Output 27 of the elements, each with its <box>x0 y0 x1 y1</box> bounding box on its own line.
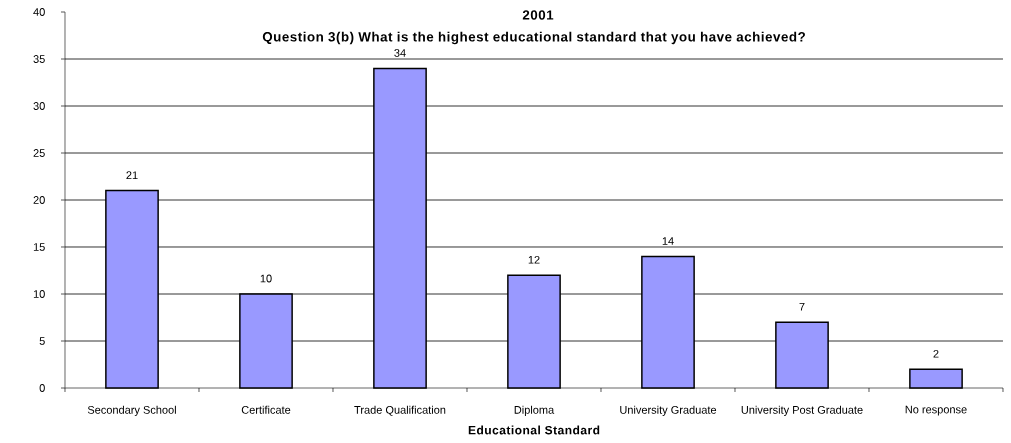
y-tick-label: 25 <box>33 149 45 157</box>
data-label: 10 <box>260 274 272 283</box>
y-tick-label: 15 <box>33 243 45 251</box>
x-tick-label: No response <box>905 405 967 416</box>
y-tick-label: 20 <box>33 196 45 204</box>
x-axis-title: Educational Standard <box>468 425 600 435</box>
y-tick-label: 30 <box>33 102 45 110</box>
x-tick-label: Diploma <box>514 405 555 416</box>
y-tick-label: 5 <box>39 337 45 345</box>
x-tick-label: Secondary School <box>87 405 176 416</box>
text: Question 3(b) What is the highest educational standard that you have achieved? <box>262 31 805 45</box>
data-label: 2 <box>933 349 939 358</box>
data-label: 21 <box>126 171 138 179</box>
x-tick-label: Certificate <box>241 405 291 414</box>
y-tick-label: 10 <box>33 290 45 298</box>
y-tick-label: 0 <box>39 384 45 392</box>
x-tick-label: University Graduate <box>620 405 717 416</box>
x-tick-label: Trade Qualification <box>354 405 446 416</box>
x-tick-label: University Post Graduate <box>741 405 863 416</box>
y-tick-label: 40 <box>33 8 45 16</box>
data-label: 34 <box>394 49 406 57</box>
bar <box>909 368 963 389</box>
chart-title: 2001 <box>522 10 554 20</box>
data-label: 12 <box>528 255 540 264</box>
data-label: 14 <box>662 237 674 245</box>
data-label: 7 <box>799 303 805 311</box>
y-tick-label: 35 <box>33 55 45 63</box>
